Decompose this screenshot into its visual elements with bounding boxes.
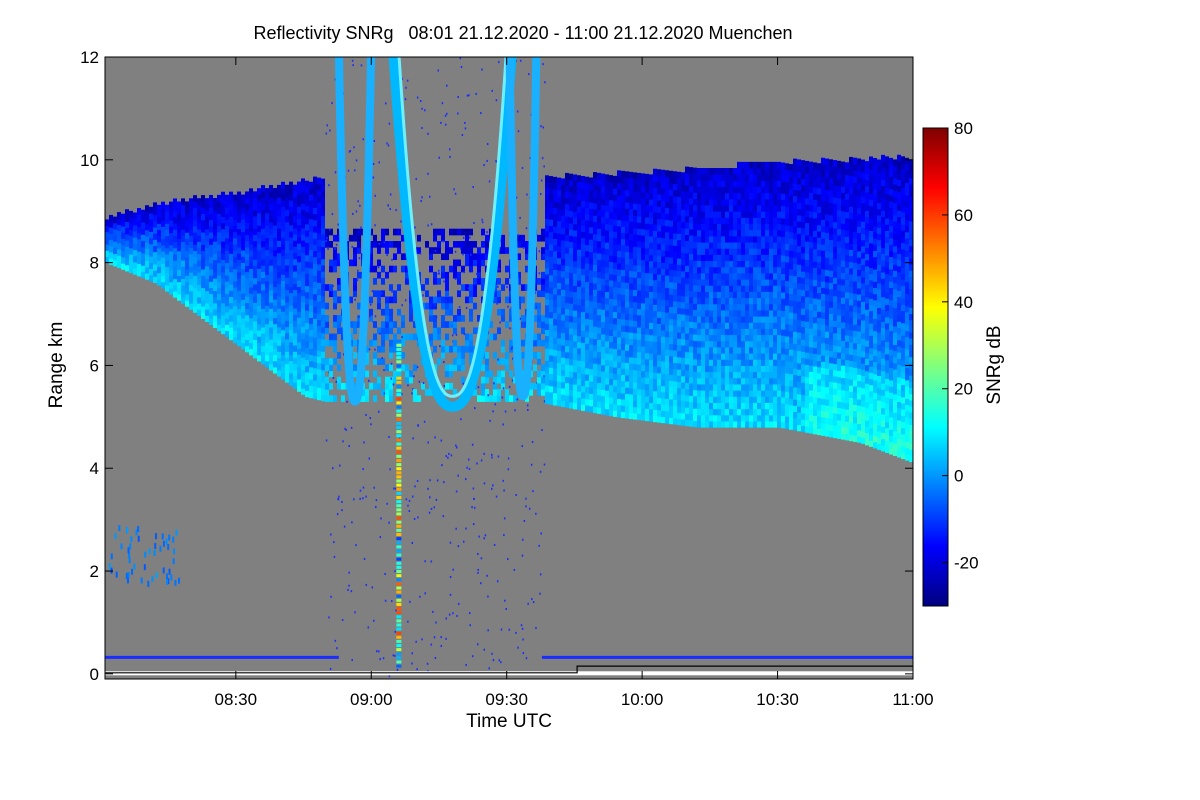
- chart-title: Reflectivity SNRg 08:01 21.12.2020 - 11:…: [253, 23, 792, 43]
- y-axis: 0 2 4 6 8 10 12: [80, 48, 913, 684]
- colorbar-tick-label: 0: [954, 467, 963, 486]
- y-tick-label: 6: [90, 356, 99, 375]
- y-tick-label: 0: [90, 665, 99, 684]
- heatmap-layer: [105, 57, 913, 679]
- x-tick-label: 10:30: [756, 690, 799, 709]
- x-tick-label: 09:30: [485, 690, 528, 709]
- colorbar-tick-label: 40: [954, 293, 973, 312]
- x-tick-label: 08:30: [215, 690, 258, 709]
- y-tick-label: 2: [90, 562, 99, 581]
- x-tick-label: 11:00: [892, 690, 933, 709]
- y-tick-label: 8: [90, 254, 99, 273]
- x-axis-label: Time UTC: [466, 711, 552, 732]
- colorbar: -20 0 20 40 60 80 SNRg dB: [922, 119, 1005, 607]
- y-tick-label: 12: [80, 48, 99, 67]
- y-axis-label: Range km: [46, 322, 67, 409]
- x-tick-label: 09:00: [350, 690, 393, 709]
- colorbar-tick-label: 80: [954, 119, 973, 138]
- colorbar-tick-label: -20: [954, 554, 979, 573]
- x-tick-label: 10:00: [621, 690, 664, 709]
- y-tick-label: 4: [90, 459, 99, 478]
- colorbar-gradient: [922, 127, 949, 607]
- colorbar-tick-label: 20: [954, 380, 973, 399]
- colorbar-tick-label: 60: [954, 206, 973, 225]
- y-tick-label: 10: [80, 151, 99, 170]
- plot-frame: [104, 56, 914, 680]
- colorbar-label: SNRg dB: [984, 325, 1005, 404]
- x-axis: 08:30 09:00 09:30 10:00 10:30 11:00: [215, 57, 934, 709]
